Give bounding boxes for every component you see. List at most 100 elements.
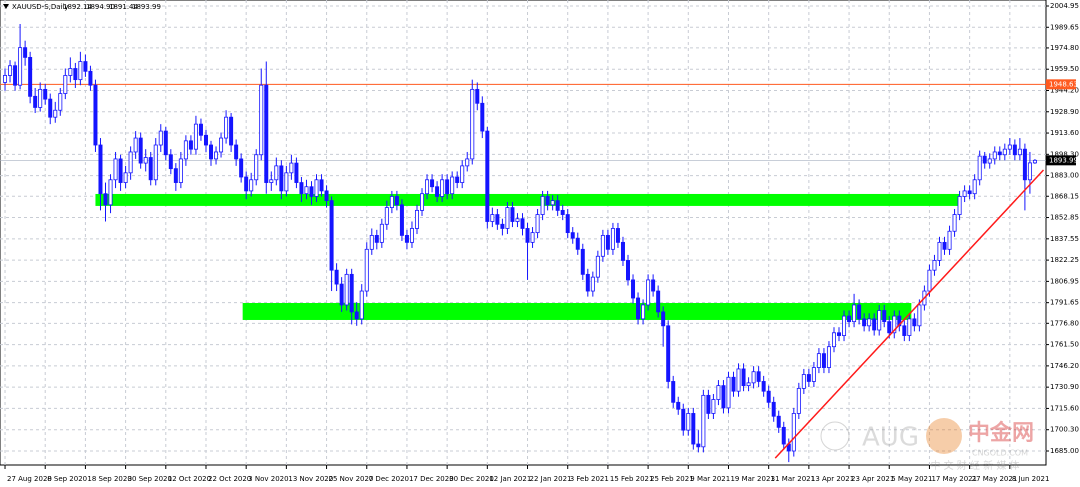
candle-body bbox=[661, 311, 666, 327]
candle-body bbox=[671, 381, 676, 403]
y-tick-label: 1746.20 bbox=[1050, 362, 1079, 370]
candle-body bbox=[540, 196, 545, 215]
candle-body bbox=[927, 269, 932, 292]
candle-body bbox=[254, 154, 259, 181]
candle-body bbox=[319, 179, 324, 192]
candle-body bbox=[590, 276, 595, 292]
candle-body bbox=[173, 168, 178, 183]
candle-body bbox=[384, 207, 389, 225]
candle-body bbox=[209, 144, 214, 160]
candle-body bbox=[214, 151, 219, 160]
candle-body bbox=[761, 381, 766, 392]
candle-body bbox=[887, 321, 892, 334]
y-tick-label: 1761.50 bbox=[1050, 341, 1079, 349]
candle-body bbox=[967, 190, 972, 195]
candle-body bbox=[93, 84, 98, 146]
candle-body bbox=[505, 207, 510, 229]
candle-body bbox=[289, 162, 294, 174]
candle-body bbox=[691, 413, 696, 445]
candle-body bbox=[706, 394, 711, 414]
candle-body bbox=[354, 311, 359, 320]
header-icon bbox=[3, 4, 9, 9]
y-tick-label: 1776.80 bbox=[1050, 319, 1079, 327]
candle-body bbox=[781, 426, 786, 445]
candle-body bbox=[867, 318, 872, 327]
candle-body bbox=[78, 61, 83, 81]
watermark-site: CNGOLD.COM bbox=[972, 449, 1028, 458]
candle-body bbox=[515, 218, 520, 222]
y-tick-label: 1944.20 bbox=[1050, 86, 1079, 94]
candle-body bbox=[334, 269, 339, 285]
candle-body bbox=[389, 196, 394, 208]
candle-body bbox=[239, 158, 244, 178]
candle-body bbox=[972, 179, 977, 195]
x-tick-label: 8 Jun 2021 bbox=[1012, 475, 1050, 483]
candle-body bbox=[359, 290, 364, 320]
x-tick-label: 25 Nov 2020 bbox=[329, 475, 374, 483]
candle-body bbox=[756, 371, 761, 382]
candle-body bbox=[349, 273, 354, 313]
candle-body bbox=[279, 165, 284, 192]
x-tick-label: 12 Oct 2020 bbox=[168, 475, 211, 483]
candle-body bbox=[791, 413, 796, 452]
candle-body bbox=[500, 223, 505, 229]
candle-body bbox=[404, 235, 409, 243]
candle-body bbox=[269, 179, 274, 183]
candle-body bbox=[701, 394, 706, 448]
x-tick-label: 17 May 2021 bbox=[931, 475, 977, 483]
x-tick-label: 13 Nov 2020 bbox=[288, 475, 333, 483]
candle-body bbox=[977, 155, 982, 181]
candle-body bbox=[997, 151, 1002, 156]
candle-body bbox=[636, 297, 641, 320]
y-tick-label: 1852.85 bbox=[1050, 214, 1079, 222]
candle-body bbox=[847, 315, 852, 323]
candle-body bbox=[892, 315, 897, 334]
x-tick-label: 9 Mar 2021 bbox=[690, 475, 730, 483]
candle-body bbox=[877, 310, 882, 331]
price-label: 1893.99 bbox=[1049, 156, 1078, 164]
candle-body bbox=[188, 140, 193, 150]
candle-body bbox=[816, 353, 821, 368]
candle-body bbox=[962, 190, 967, 197]
candle-body bbox=[1022, 148, 1027, 181]
candle-body bbox=[776, 415, 781, 428]
candle-body bbox=[18, 47, 23, 86]
candle-body bbox=[48, 98, 53, 118]
candle-body bbox=[309, 186, 314, 197]
x-tick-label: 12 Jan 2021 bbox=[489, 475, 531, 483]
y-tick-label: 1913.60 bbox=[1050, 129, 1079, 137]
x-tick-label: 13 Apr 2021 bbox=[811, 475, 854, 483]
candle-body bbox=[234, 144, 239, 160]
candle-body bbox=[1002, 148, 1007, 156]
x-tick-label: 8 Sep 2020 bbox=[47, 475, 87, 483]
symbol: XAUUSD-S,Daily bbox=[12, 3, 69, 11]
candle-body bbox=[113, 158, 118, 181]
candle-body bbox=[123, 172, 128, 183]
candle-body bbox=[294, 162, 299, 183]
candle-body bbox=[1032, 159, 1037, 164]
candle-body bbox=[731, 376, 736, 392]
candle-body bbox=[666, 325, 671, 382]
watermark: AUG 中金网 CNGOLD.COM 中 文 财 经 新 媒 体 bbox=[820, 418, 1034, 472]
header: XAUUSD-S,Daily 1892.14 1894.90 1891.44 1… bbox=[3, 3, 161, 11]
candle-body bbox=[751, 371, 756, 384]
candle-body bbox=[826, 346, 831, 368]
candle-body bbox=[203, 134, 208, 146]
candle-body bbox=[148, 157, 153, 181]
candle-body bbox=[811, 367, 816, 382]
candle-body bbox=[801, 374, 806, 389]
candle-body bbox=[445, 179, 450, 195]
candle-body bbox=[470, 88, 475, 160]
candle-body bbox=[676, 401, 681, 410]
y-tick-label: 1974.80 bbox=[1050, 44, 1079, 52]
candle-body bbox=[430, 179, 435, 188]
candle-body bbox=[912, 318, 917, 327]
candle-body bbox=[510, 207, 515, 222]
candle-body bbox=[58, 93, 63, 111]
candle-body bbox=[53, 109, 58, 118]
candle-body bbox=[580, 248, 585, 275]
candle-body bbox=[937, 241, 942, 261]
candle-body bbox=[435, 186, 440, 197]
candle-body bbox=[399, 204, 404, 236]
candle-body bbox=[520, 218, 525, 229]
